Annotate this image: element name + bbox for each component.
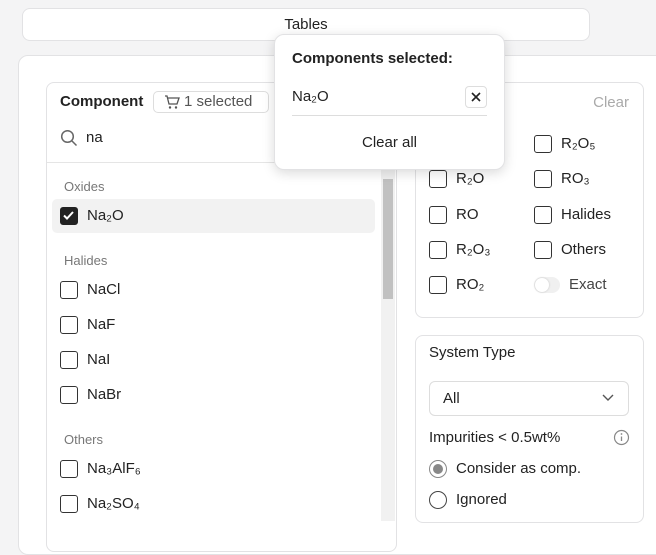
chevron (602, 394, 614, 401)
remove-button[interactable] (465, 86, 487, 108)
exact-label: Exact (569, 276, 607, 294)
clear-all-button[interactable]: Clear all (361, 134, 418, 151)
selected-badge[interactable]: 1 selected (153, 91, 269, 113)
checkbox[interactable] (60, 207, 78, 225)
header-title: Tables (284, 16, 328, 33)
filter-option[interactable]: RO₂ (456, 276, 485, 294)
checkbox[interactable] (60, 316, 78, 334)
radio-dot (432, 463, 443, 474)
exact-toggle[interactable] (534, 277, 560, 294)
radio-label[interactable]: Ignored (456, 491, 507, 508)
popup-title: Components selected: (292, 50, 453, 67)
system-title: System Type (429, 344, 516, 361)
row-highlight (52, 199, 375, 233)
checkbox[interactable] (534, 170, 552, 189)
checkbox[interactable] (429, 170, 447, 189)
checkbox[interactable] (534, 205, 552, 224)
checkbox[interactable] (60, 495, 78, 513)
checkbox[interactable] (429, 205, 447, 224)
checkbox[interactable] (60, 351, 78, 369)
radio[interactable] (429, 460, 447, 478)
search-input[interactable]: na (86, 129, 103, 146)
page: Tables Component 1 selected na Oxides Na₂… (18, 8, 656, 555)
component-option[interactable]: NaF (87, 316, 116, 333)
selected-popup: Components selected: Clear all Na₂O (274, 34, 505, 170)
divider (47, 162, 396, 163)
component-option[interactable]: NaBr (87, 386, 122, 403)
filter-option[interactable]: RO (456, 205, 479, 223)
group-label: Oxides (64, 179, 105, 194)
filter-option[interactable]: RO₃ (561, 170, 590, 188)
component-option[interactable]: Na₃AlF₆ (87, 460, 141, 477)
system-panel: System Type All Impurities < 0.5wt% Cons… (415, 335, 644, 523)
info-icon[interactable] (613, 429, 630, 446)
cart-icon (165, 95, 180, 109)
filter-option[interactable]: R₂O₃ (456, 240, 491, 258)
badge-text: 1 selected (184, 93, 253, 110)
filter-option[interactable]: R₂O (456, 170, 485, 188)
checkbox[interactable] (429, 276, 447, 295)
group-label: Halides (64, 253, 108, 268)
select-value: All (443, 390, 460, 407)
component-list: Oxides Na₂O Halides NaCl NaF NaI NaBr Others Na₃… (47, 163, 380, 523)
checkbox[interactable] (60, 386, 78, 404)
radio[interactable] (429, 491, 447, 509)
checkbox[interactable] (60, 281, 78, 299)
checkbox[interactable] (534, 135, 552, 153)
toggle-knob (535, 278, 549, 293)
checkbox[interactable] (534, 240, 552, 259)
filter-option[interactable]: Halides (561, 205, 612, 223)
popup-divider (292, 115, 487, 116)
filter-option[interactable]: Others (561, 240, 607, 258)
search-icon (60, 129, 78, 147)
checkbox[interactable] (60, 460, 78, 478)
selected-item: Na₂O (292, 88, 329, 105)
component-option[interactable]: NaI (87, 351, 111, 368)
checkbox[interactable] (429, 240, 447, 259)
component-option[interactable]: Na₂O (87, 207, 124, 224)
impurities-label: Impurities < 0.5wt% (429, 429, 561, 446)
component-option[interactable]: NaCl (87, 281, 121, 298)
radio-label[interactable]: Consider as comp. (456, 460, 582, 477)
panel-title: Component (60, 93, 144, 110)
scrollbar (381, 169, 395, 521)
group-label: Others (64, 432, 104, 447)
component-option[interactable]: Na₂SO₄ (87, 495, 140, 512)
scroll-thumb[interactable] (383, 179, 393, 299)
system-select[interactable]: All (429, 381, 629, 416)
filter-option[interactable]: R₂O₅ (561, 135, 596, 152)
clear-button[interactable]: Clear (593, 94, 629, 111)
